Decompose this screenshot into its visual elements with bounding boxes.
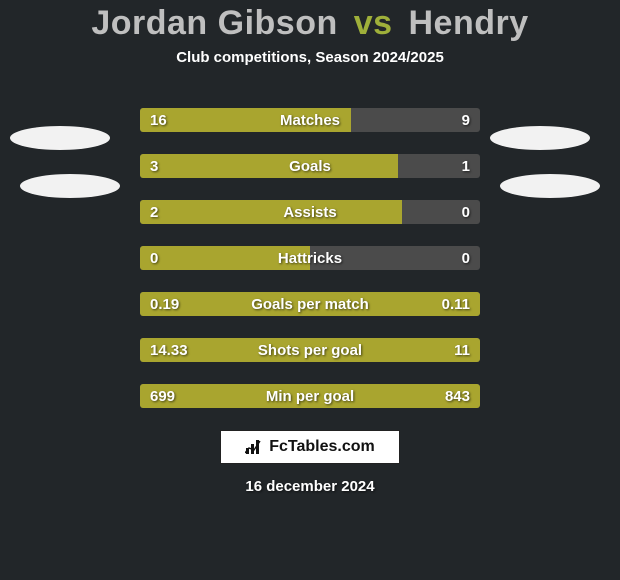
player1-photo-placeholder-2 [20,174,120,198]
date-label: 16 december 2024 [0,478,620,495]
player2-photo-placeholder-1 [490,126,590,150]
page-title: Jordan Gibson vs Hendry [0,4,620,43]
stat-label: Hattricks [140,246,480,270]
stat-row: 14.3311Shots per goal [140,338,480,362]
vs-label: vs [354,4,393,42]
player2-name: Hendry [409,4,529,42]
stat-label: Goals [140,154,480,178]
logo-text: FcTables.com [269,438,375,456]
stat-row: 31Goals [140,154,480,178]
stat-label: Min per goal [140,384,480,408]
stat-row: 0.190.11Goals per match [140,292,480,316]
player1-photo-placeholder-1 [10,126,110,150]
stat-label: Assists [140,200,480,224]
fctables-logo: FcTables.com [220,430,400,464]
stat-row: 169Matches [140,108,480,132]
stat-label: Matches [140,108,480,132]
subtitle: Club competitions, Season 2024/2025 [0,49,620,66]
comparison-infographic: Jordan Gibson vs Hendry Club competition… [0,0,620,580]
player1-name: Jordan Gibson [91,4,337,42]
stat-row: 00Hattricks [140,246,480,270]
stat-label: Shots per goal [140,338,480,362]
bar-chart-icon [245,439,263,455]
stat-row: 20Assists [140,200,480,224]
stats-list: 169Matches 31Goals 20Assists 00Hattricks 0.1… [140,108,480,408]
player2-photo-placeholder-2 [500,174,600,198]
stat-label: Goals per match [140,292,480,316]
stat-row: 699843Min per goal [140,384,480,408]
